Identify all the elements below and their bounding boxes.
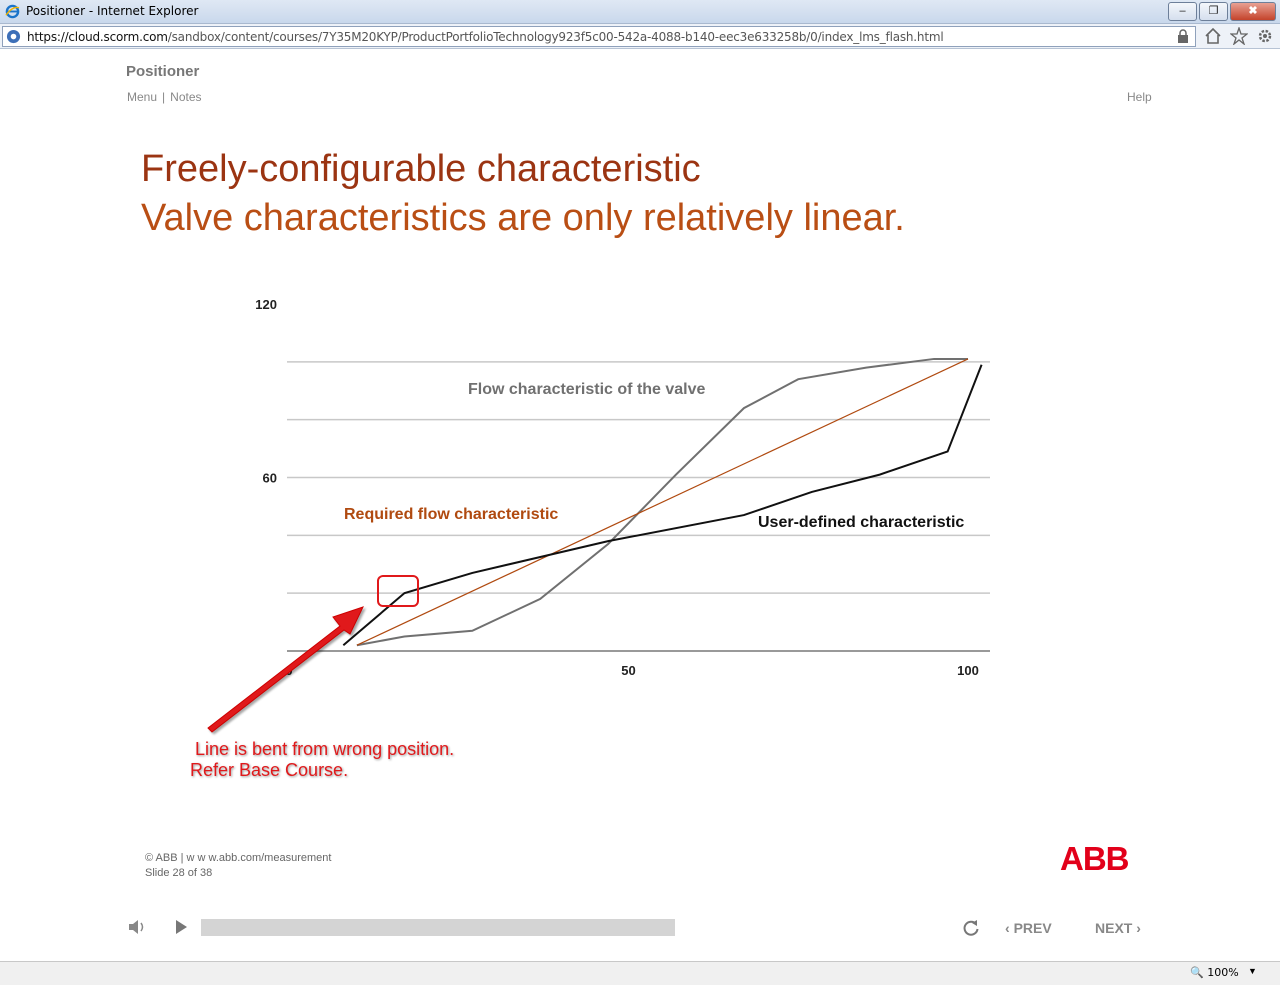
zoom-level: 100% (1207, 966, 1239, 979)
abb-logo: ABB (1060, 840, 1129, 877)
url-path: /sandbox/content/courses/7Y35M20KYP/Prod… (167, 30, 944, 44)
zoom-dropdown-icon[interactable]: ▼ (1248, 966, 1257, 976)
status-bar: 🔍 100% ▼ (0, 961, 1280, 985)
zoom-icon: 🔍 (1190, 966, 1204, 979)
tools-gear-icon[interactable] (1256, 27, 1274, 45)
player-controls: ‹ PREV NEXT › (0, 905, 1280, 951)
highlight-box (377, 575, 419, 607)
series-line-required (356, 358, 969, 646)
y-tick-label: 120 (255, 297, 277, 312)
replay-icon[interactable] (961, 918, 981, 938)
help-link[interactable]: Help (1127, 90, 1152, 104)
title-bar: Positioner - Internet Explorer – ❐ ✖ (0, 0, 1280, 24)
slide-subheading: Valve characteristics are only relativel… (141, 197, 905, 239)
home-icon[interactable] (1204, 27, 1222, 45)
url-field[interactable]: https://cloud.scorm.com/sandbox/content/… (2, 26, 1196, 47)
chart-series (342, 357, 983, 647)
close-button[interactable]: ✖ (1230, 2, 1276, 21)
prev-button[interactable]: ‹ PREV (1005, 920, 1052, 936)
nav-separator: | (162, 90, 166, 104)
next-button[interactable]: NEXT › (1095, 920, 1141, 936)
menu-link[interactable]: Menu (127, 90, 158, 104)
address-bar: https://cloud.scorm.com/sandbox/content/… (0, 24, 1280, 49)
chevron-left-icon: ‹ (1005, 920, 1010, 936)
play-icon[interactable] (173, 918, 189, 936)
favorites-star-icon[interactable] (1230, 27, 1248, 45)
slide-heading: Freely-configurable characteristic (141, 148, 701, 190)
minimize-button[interactable]: – (1168, 2, 1197, 21)
next-label: NEXT (1095, 920, 1133, 936)
course-title: Positioner (126, 63, 200, 80)
slide-counter: Slide 28 of 38 (145, 867, 213, 879)
notes-link[interactable]: Notes (170, 90, 202, 104)
required-series-label: Required flow characteristic (344, 506, 558, 523)
callout-arrow (207, 606, 364, 733)
prev-label: PREV (1013, 920, 1052, 936)
series-line-flow (356, 357, 968, 647)
callout-note-line2: Refer Base Course. (190, 760, 348, 780)
page-icon (6, 29, 21, 44)
restore-button[interactable]: ❐ (1199, 2, 1228, 21)
copyright-text: © ABB | w w w.abb.com/measurement (145, 852, 332, 864)
chevron-right-icon: › (1136, 920, 1141, 936)
x-tick-label: 50 (621, 663, 635, 678)
zoom-control[interactable]: 🔍 100% (1190, 966, 1239, 979)
internet-explorer-icon (5, 4, 20, 19)
chart-grid (287, 361, 990, 652)
callout-note-line1: Line is bent from wrong position. (195, 739, 454, 759)
progress-bar[interactable] (201, 919, 675, 936)
x-tick-label: 100 (957, 663, 979, 678)
url-host: https://cloud.scorm.com (27, 30, 168, 44)
volume-icon[interactable] (127, 918, 147, 936)
flow-series-label: Flow characteristic of the valve (468, 381, 706, 398)
lock-icon[interactable] (1177, 29, 1189, 43)
series-line-user (342, 364, 983, 646)
chart-ticks: 05010012060 (255, 297, 979, 678)
user-series-label: User-defined characteristic (758, 514, 964, 531)
window-title: Positioner - Internet Explorer (26, 4, 199, 18)
y-tick-label: 60 (263, 471, 277, 486)
